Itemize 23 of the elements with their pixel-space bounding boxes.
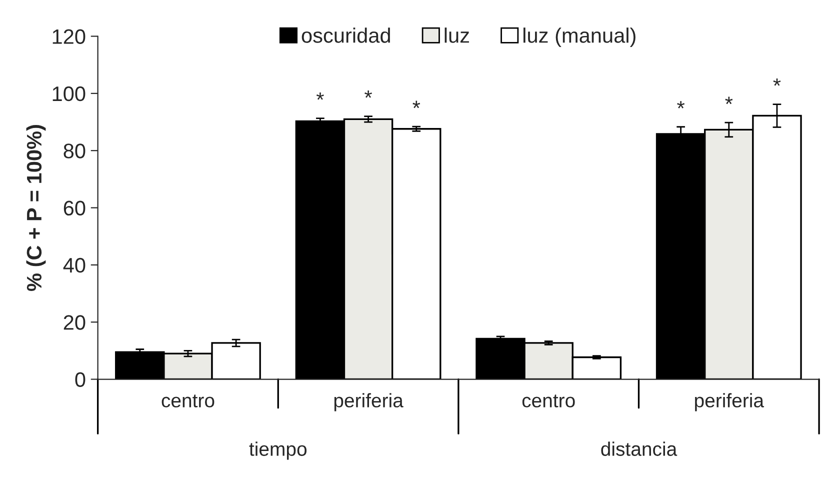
- y-tick-label: 100: [52, 86, 86, 102]
- data-label: *: [364, 90, 372, 98]
- x-tick-label: periferia: [334, 393, 404, 412]
- text: distancia: [601, 442, 678, 456]
- legend-label: luz (manual): [524, 28, 636, 47]
- data-label: *: [725, 96, 733, 104]
- y-tick-label: 20: [64, 315, 86, 330]
- y-axis-title: % (C + P = 100%): [26, 125, 46, 292]
- data-label: *: [316, 92, 324, 100]
- y-tick-label: 60: [64, 200, 86, 216]
- legend-label: oscuridad: [302, 28, 390, 43]
- y-tick-label: 120: [52, 29, 86, 44]
- text: tiempo: [249, 442, 306, 460]
- data-label: *: [773, 78, 781, 86]
- data-label: *: [677, 101, 685, 108]
- x-tick-label: centro: [522, 394, 575, 408]
- x-tick-label: centro: [162, 394, 214, 408]
- x-tick-label: periferia: [695, 393, 764, 412]
- y-tick-label: 80: [64, 144, 86, 158]
- data-label: *: [412, 100, 420, 108]
- y-tick-label: 0: [75, 372, 86, 388]
- y-tick-label: 40: [63, 258, 86, 273]
- legend-label: luz: [444, 28, 469, 43]
